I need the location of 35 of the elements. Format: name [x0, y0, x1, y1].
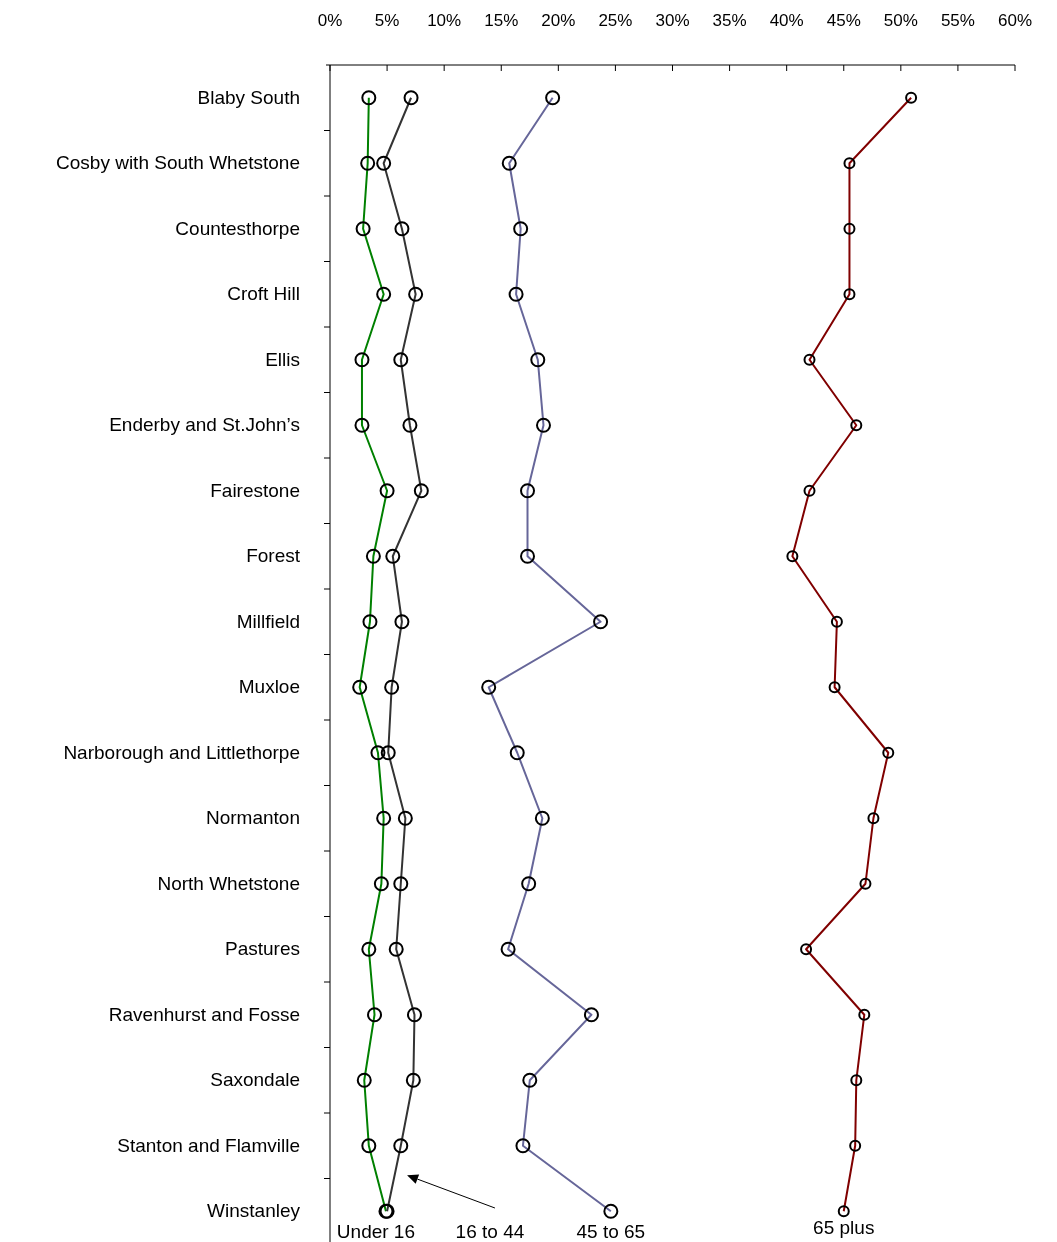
- y-tick-label: Countesthorpe: [175, 217, 300, 239]
- x-tick-label: 15%: [484, 11, 519, 30]
- x-tick-label: 25%: [598, 11, 633, 30]
- x-tick-label: 30%: [655, 11, 690, 30]
- legend-label: 16 to 44: [455, 1221, 525, 1242]
- series-label: 65 plus: [813, 1217, 875, 1238]
- x-tick-label: 50%: [883, 11, 918, 30]
- y-tick-label: Ellis: [265, 348, 300, 370]
- y-tick-label: Enderby and St.John’s: [109, 414, 300, 436]
- x-tick-label: 40%: [769, 11, 804, 30]
- x-tick-label: 20%: [541, 11, 576, 30]
- y-tick-label: Saxondale: [210, 1069, 300, 1091]
- y-tick-label: Stanton and Flamville: [117, 1134, 300, 1156]
- y-tick-label: Cosby with South Whetstone: [56, 152, 300, 174]
- x-tick-label: 45%: [826, 11, 861, 30]
- y-tick-label: Narborough and Littlethorpe: [63, 741, 300, 763]
- x-tick-label: 60%: [997, 11, 1033, 30]
- y-tick-label: Fairestone: [210, 479, 300, 501]
- y-tick-label: Pastures: [225, 938, 300, 960]
- y-tick-label: North Whetstone: [157, 872, 300, 894]
- y-tick-label: Ravenhurst and Fosse: [108, 1003, 300, 1025]
- y-tick-label: Blaby South: [197, 86, 300, 108]
- x-tick-label: 0%: [317, 11, 343, 30]
- y-tick-label: Muxloe: [238, 676, 300, 698]
- y-tick-label: Croft Hill: [227, 283, 300, 305]
- x-tick-label: 55%: [940, 11, 975, 30]
- y-tick-label: Normanton: [206, 807, 300, 829]
- x-tick-label: 35%: [712, 11, 747, 30]
- x-tick-label: 5%: [374, 11, 400, 30]
- y-tick-label: Millfield: [236, 610, 300, 632]
- y-tick-label: Winstanley: [207, 1200, 301, 1222]
- series-label: Under 16: [336, 1221, 416, 1242]
- y-tick-label: Forest: [246, 545, 301, 567]
- series-label: 45 to 65: [576, 1221, 646, 1242]
- x-tick-label: 10%: [427, 11, 462, 30]
